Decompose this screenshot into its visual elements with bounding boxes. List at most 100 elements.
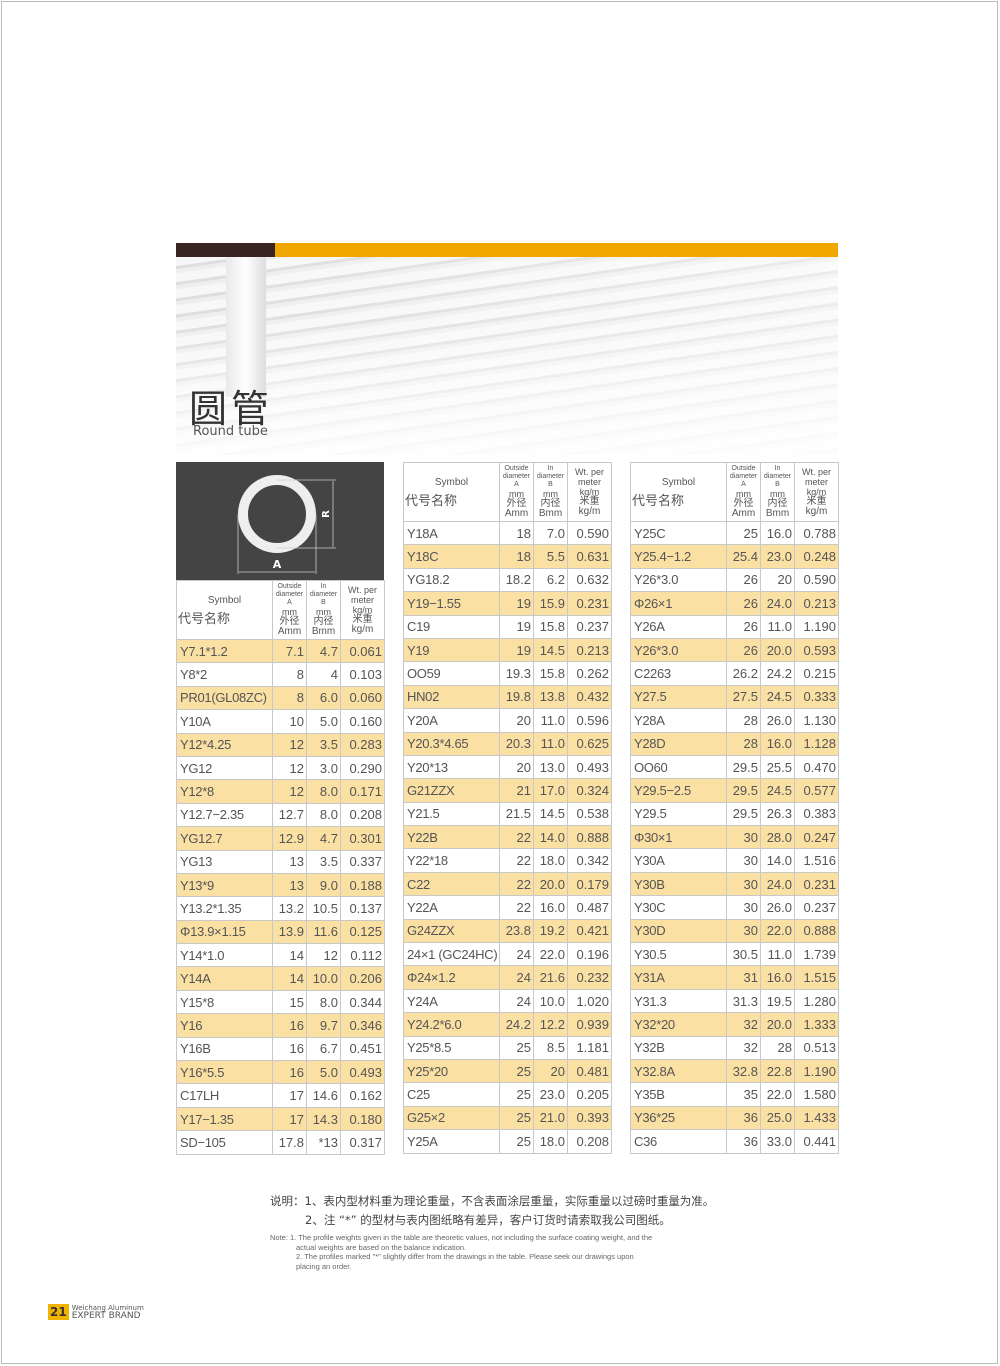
- cell-inner-diameter: 22.0: [760, 918, 795, 944]
- cell-symbol: OO59: [403, 661, 500, 686]
- cell-outside-diameter: 16: [272, 1013, 307, 1038]
- cell-weight: 0.493: [567, 754, 612, 780]
- cell-weight: 0.451: [340, 1036, 385, 1062]
- cell-outside-diameter: 25: [499, 1082, 534, 1107]
- cell-inner-diameter: 16.0: [760, 731, 795, 756]
- cell-outside-diameter: 22: [499, 848, 534, 873]
- cell-outside-diameter: 8: [272, 685, 307, 711]
- table-row: Y7.1*1.2 7.1 4.7 0.061: [176, 638, 385, 664]
- table-row: Y36*25 36 25.0 1.433: [630, 1105, 839, 1131]
- cell-symbol: Y32B: [630, 1035, 727, 1060]
- cell-weight: 1.580: [794, 1082, 839, 1107]
- w-cn: 米重kg/m: [351, 614, 374, 635]
- cell-inner-diameter: 21.0: [533, 1105, 568, 1131]
- cell-symbol: Φ24×1.2: [403, 965, 500, 990]
- table-row: C2263 26.2 24.2 0.215: [630, 661, 839, 686]
- cell-outside-diameter: 20: [499, 754, 534, 780]
- cell-symbol: Y25*8.5: [403, 1035, 500, 1060]
- note-en-2: 2. The profiles marked "*" slightly diff…: [296, 1252, 634, 1262]
- cell-outside-diameter: 20: [499, 708, 534, 733]
- cell-inner-diameter: 21.6: [533, 965, 568, 990]
- cell-inner-diameter: 28: [760, 1035, 795, 1060]
- cell-weight: 0.939: [567, 1012, 612, 1037]
- cell-weight: 0.470: [794, 754, 839, 780]
- cell-inner-diameter: 20.0: [533, 871, 568, 897]
- cell-symbol: YG12.7: [176, 826, 273, 851]
- cell-weight: 0.632: [567, 567, 612, 593]
- page-subtitle: Round tube: [193, 424, 268, 439]
- cell-weight: 1.020: [567, 988, 612, 1014]
- cell-weight: 0.162: [340, 1083, 385, 1108]
- table-row: Y15*8 15 8.0 0.344: [176, 989, 385, 1015]
- cell-weight: 0.383: [794, 801, 839, 827]
- cell-inner-diameter: 8.0: [306, 802, 341, 828]
- table-row: 24×1 (GC24HC) 24 22.0 0.196: [403, 942, 612, 967]
- table-row: Y22A 22 16.0 0.487: [403, 895, 612, 920]
- cell-symbol: Y20*13: [403, 754, 500, 780]
- brand: Weichang Aluminum EXPERT BRAND: [72, 1304, 144, 1321]
- table-row: SD−105 17.8 *13 0.317: [176, 1130, 385, 1155]
- page-title: 圆管: [189, 387, 274, 431]
- a-unit: mm: [736, 489, 751, 499]
- table-row: Y32.8A 32.8 22.8 1.190: [630, 1058, 839, 1084]
- table-row: Y30A 30 14.0 1.516: [630, 848, 839, 873]
- cell-inner-diameter: 11.0: [533, 708, 568, 733]
- cell-outside-diameter: 13: [272, 849, 307, 874]
- cell-weight: 0.208: [567, 1129, 612, 1154]
- notes-cn: 说明：1、表内型材料重为理论重量，不含表面涂层重量，实际重量以过磅时重量为准。 …: [270, 1192, 714, 1230]
- table-row: Y13*9 13 9.0 0.188: [176, 872, 385, 898]
- table-row: Y17−1.35 17 14.3 0.180: [176, 1106, 385, 1132]
- cell-symbol: Y29.5: [630, 801, 727, 827]
- table-row: Y18A 18 7.0 0.590: [403, 520, 612, 546]
- round-tube-diagram: A R: [176, 462, 384, 580]
- cell-inner-diameter: 28.0: [760, 825, 795, 850]
- cell-outside-diameter: 26: [726, 567, 761, 593]
- table-row: C19 19 15.8 0.237: [403, 614, 612, 639]
- w-unit: kg/m: [806, 487, 827, 497]
- cell-symbol: Y32*20: [630, 1012, 727, 1037]
- table-row: Y28D 28 16.0 1.128: [630, 731, 839, 756]
- cell-inner-diameter: 4.7: [306, 638, 341, 664]
- cell-outside-diameter: 12: [272, 732, 307, 757]
- cell-outside-diameter: 14: [272, 966, 307, 991]
- w-en: Wt. per meter: [347, 585, 377, 605]
- cell-symbol: Φ30×1: [630, 825, 727, 850]
- cell-inner-diameter: 20.0: [760, 637, 795, 663]
- cell-symbol: Y31.3: [630, 988, 727, 1014]
- cell-inner-diameter: 33.0: [760, 1129, 795, 1154]
- cell-outside-diameter: 22: [499, 871, 534, 897]
- symbol-en: Symbol: [661, 476, 696, 488]
- table-row: Y10A 10 5.0 0.160: [176, 709, 385, 734]
- cell-symbol: Y30B: [630, 871, 727, 897]
- cell-weight: 0.112: [340, 943, 385, 968]
- cell-symbol: Y16: [176, 1013, 273, 1038]
- cell-inner-diameter: 9.7: [306, 1013, 341, 1038]
- cell-weight: 0.171: [340, 779, 385, 804]
- cell-weight: 0.290: [340, 755, 385, 781]
- cell-inner-diameter: 10.5: [306, 896, 341, 921]
- cell-outside-diameter: 30: [726, 895, 761, 920]
- cell-inner-diameter: 3.5: [306, 849, 341, 874]
- cell-weight: 0.888: [794, 918, 839, 944]
- cell-outside-diameter: 29.5: [726, 754, 761, 780]
- table-row: Y25C 25 16.0 0.788: [630, 520, 839, 546]
- cell-weight: 0.213: [567, 637, 612, 663]
- note-en-1: Note: 1. The profile weights given in th…: [270, 1233, 653, 1242]
- cell-symbol: Y13.2*1.35: [176, 896, 273, 921]
- cell-outside-diameter: 13.2: [272, 896, 307, 921]
- cell-inner-diameter: 11.6: [306, 919, 341, 945]
- table-row: Y30B 30 24.0 0.231: [630, 871, 839, 897]
- cell-outside-diameter: 12.9: [272, 826, 307, 851]
- table-row: Y16B 16 6.7 0.451: [176, 1036, 385, 1062]
- cell-symbol: Y20A: [403, 708, 500, 733]
- cell-symbol: Y26A: [630, 614, 727, 639]
- cell-weight: 1.516: [794, 848, 839, 873]
- table-row: Y25A 25 18.0 0.208: [403, 1129, 612, 1154]
- table-row: Y19−1.55 19 15.9 0.231: [403, 591, 612, 616]
- cell-inner-diameter: 10.0: [533, 988, 568, 1014]
- cell-symbol: Y24.2*6.0: [403, 1012, 500, 1037]
